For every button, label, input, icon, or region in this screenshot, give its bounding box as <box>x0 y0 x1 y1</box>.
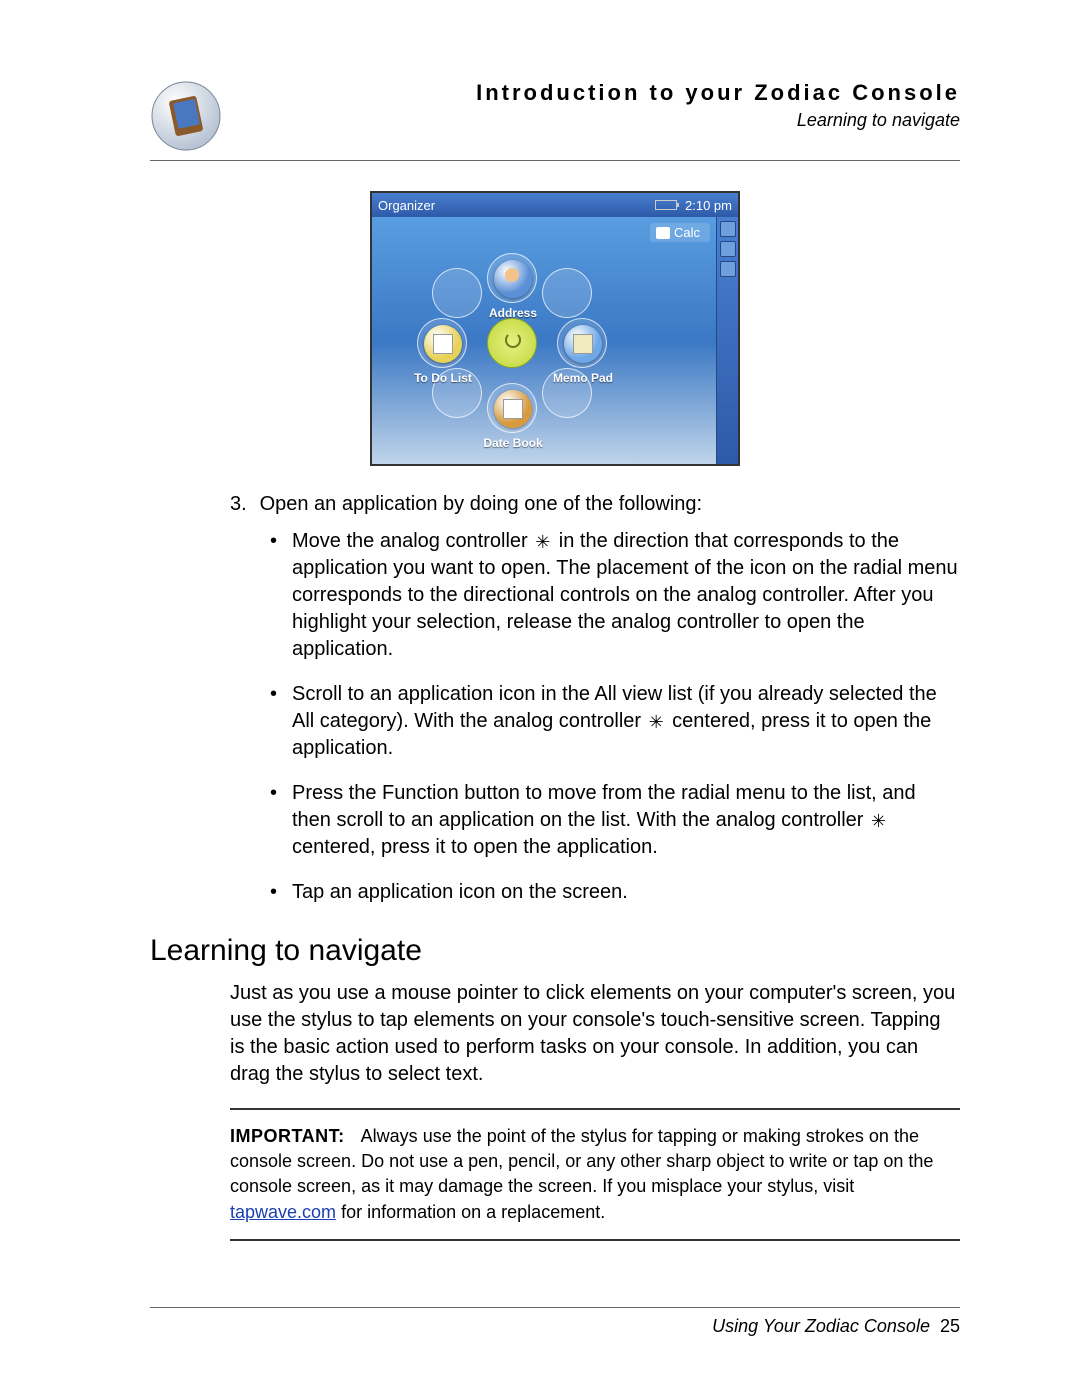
app-label: To Do List <box>398 371 488 385</box>
device-side-rail <box>716 217 738 464</box>
chapter-title: Introduction to your Zodiac Console <box>242 80 960 106</box>
address-icon <box>494 260 532 298</box>
section-heading: Learning to navigate <box>150 934 960 968</box>
important-note: IMPORTANT: Always use the point of the s… <box>230 1108 960 1241</box>
shortcut-calc: Calc <box>650 223 710 242</box>
app-label: Memo Pad <box>538 371 628 385</box>
datebook-icon <box>494 390 532 428</box>
shortcut-label: Calc <box>674 225 700 240</box>
page-number: 25 <box>940 1316 960 1336</box>
bullet-item: Tap an application icon on the screen. <box>270 879 960 906</box>
todolist-icon <box>424 325 462 363</box>
note-text: for information on a replacement. <box>341 1202 605 1222</box>
step-text: Open an application by doing one of the … <box>260 493 703 515</box>
rail-button <box>720 241 736 257</box>
radial-slot-datebook: Date Book <box>487 383 537 433</box>
section-subtitle: Learning to navigate <box>242 110 960 131</box>
page-header: Introduction to your Zodiac Console Lear… <box>150 80 960 161</box>
analog-controller-icon <box>871 813 887 829</box>
battery-icon <box>655 200 677 210</box>
tapwave-link[interactable]: tapwave.com <box>230 1202 336 1222</box>
analog-controller-icon <box>535 534 551 550</box>
rail-button <box>720 221 736 237</box>
step-3: 3. Open an application by doing one of t… <box>230 491 960 518</box>
bullet-text: Move the analog controller <box>292 530 533 552</box>
radial-menu: Address To Do List Memo Pad Date Book <box>392 233 632 453</box>
footer-text: Using Your Zodiac Console <box>712 1316 930 1336</box>
bullet-text: Tap an application icon on the screen. <box>292 881 628 903</box>
page-footer: Using Your Zodiac Console 25 <box>150 1307 960 1337</box>
radial-slot-todolist: To Do List <box>417 318 467 368</box>
bullet-item: Scroll to an application icon in the All… <box>270 681 960 762</box>
device-screenshot: Organizer 2:10 pm Calc <box>370 191 740 466</box>
step-number: 3. <box>230 491 254 518</box>
device-statusbar: Organizer 2:10 pm <box>372 193 738 217</box>
note-label: IMPORTANT: <box>230 1126 345 1146</box>
bullet-item: Press the Function button to move from t… <box>270 780 960 861</box>
bullet-item: Move the analog controller in the direct… <box>270 528 960 663</box>
app-label: Date Book <box>468 436 558 450</box>
statusbar-category: Organizer <box>378 198 435 213</box>
chapter-icon <box>150 80 222 152</box>
section-paragraph: Just as you use a mouse pointer to click… <box>230 980 960 1088</box>
radial-slot-memopad: Memo Pad <box>557 318 607 368</box>
analog-controller-icon <box>649 714 665 730</box>
rail-button <box>720 261 736 277</box>
step-bullets: Move the analog controller in the direct… <box>230 528 960 906</box>
radial-slot-address: Address <box>487 253 537 303</box>
card-icon <box>656 227 670 239</box>
return-arrow-icon <box>505 332 521 348</box>
bullet-text: Press the Function button to move from t… <box>292 782 916 831</box>
memopad-icon <box>564 325 602 363</box>
statusbar-time: 2:10 pm <box>685 198 732 213</box>
radial-center <box>487 318 537 368</box>
bullet-text: centered, press it to open the applicati… <box>292 836 658 858</box>
